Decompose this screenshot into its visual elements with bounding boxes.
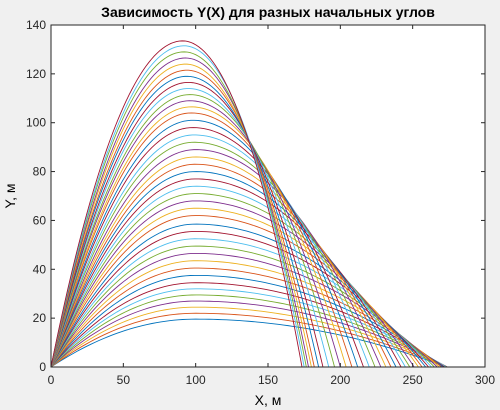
trajectory-line-13: [50, 238, 432, 368]
trajectory-line-26: [50, 141, 376, 368]
trajectory-line-35: [50, 81, 324, 368]
y-tick-label-5: 100: [26, 116, 46, 130]
trajectory-line-28: [50, 127, 364, 368]
y-tick-label-1: 20: [33, 311, 47, 325]
series-group: [50, 40, 448, 368]
trajectory-line-25: [50, 149, 382, 368]
trajectory-line-30: [50, 112, 353, 368]
trajectory-line-38: [50, 63, 312, 368]
trajectory-line-31: [50, 106, 347, 368]
trajectory-line-42: [50, 40, 303, 368]
trajectory-line-2: [50, 312, 447, 368]
y-tick-label-2: 40: [33, 262, 47, 276]
y-tick-label-4: 80: [33, 165, 47, 179]
x-tick-label-2: 100: [186, 373, 206, 387]
trajectory-line-21: [50, 178, 402, 368]
axes-box: [50, 24, 486, 368]
trajectory-line-12: [50, 245, 435, 368]
trajectory-line-41: [50, 45, 305, 368]
trajectory-line-32: [50, 100, 341, 368]
trajectory-line-14: [50, 230, 429, 368]
trajectory-line-37: [50, 69, 315, 368]
trajectory-line-29: [50, 119, 359, 368]
chart-title: Зависимость Y(X) для разных начальных уг…: [101, 4, 435, 20]
trajectory-line-4: [50, 300, 448, 368]
y-tick-label-7: 140: [26, 18, 46, 32]
y-tick-label-0: 0: [39, 360, 46, 374]
x-tick-label-3: 150: [258, 373, 278, 387]
trajectory-line-27: [50, 134, 370, 368]
trajectory-line-33: [50, 94, 335, 368]
trajectory-line-34: [50, 88, 330, 368]
x-tick-label-4: 200: [330, 373, 350, 387]
y-tick-label-6: 120: [26, 67, 46, 81]
trajectory-line-24: [50, 156, 387, 368]
x-tick-label-5: 250: [403, 373, 423, 387]
x-tick-label-6: 300: [475, 373, 495, 387]
ticks-group: 0 50 100 150 200 250 300 0 20 40 60 80 100 120 140: [26, 18, 495, 387]
trajectory-line-9: [50, 267, 442, 368]
x-tick-label-1: 50: [117, 373, 131, 387]
trajectory-line-8: [50, 274, 444, 368]
trajectory-line-5: [50, 294, 447, 368]
x-axis-label: X, м: [255, 392, 282, 408]
x-tick-label-0: 0: [48, 373, 55, 387]
trajectory-line-39: [50, 57, 309, 368]
trajectory-line-22: [50, 171, 397, 368]
trajectory-line-23: [50, 163, 392, 368]
y-axis-label: Y, м: [2, 184, 18, 209]
y-tick-label-3: 60: [33, 213, 47, 227]
trajectory-line-36: [50, 75, 320, 368]
